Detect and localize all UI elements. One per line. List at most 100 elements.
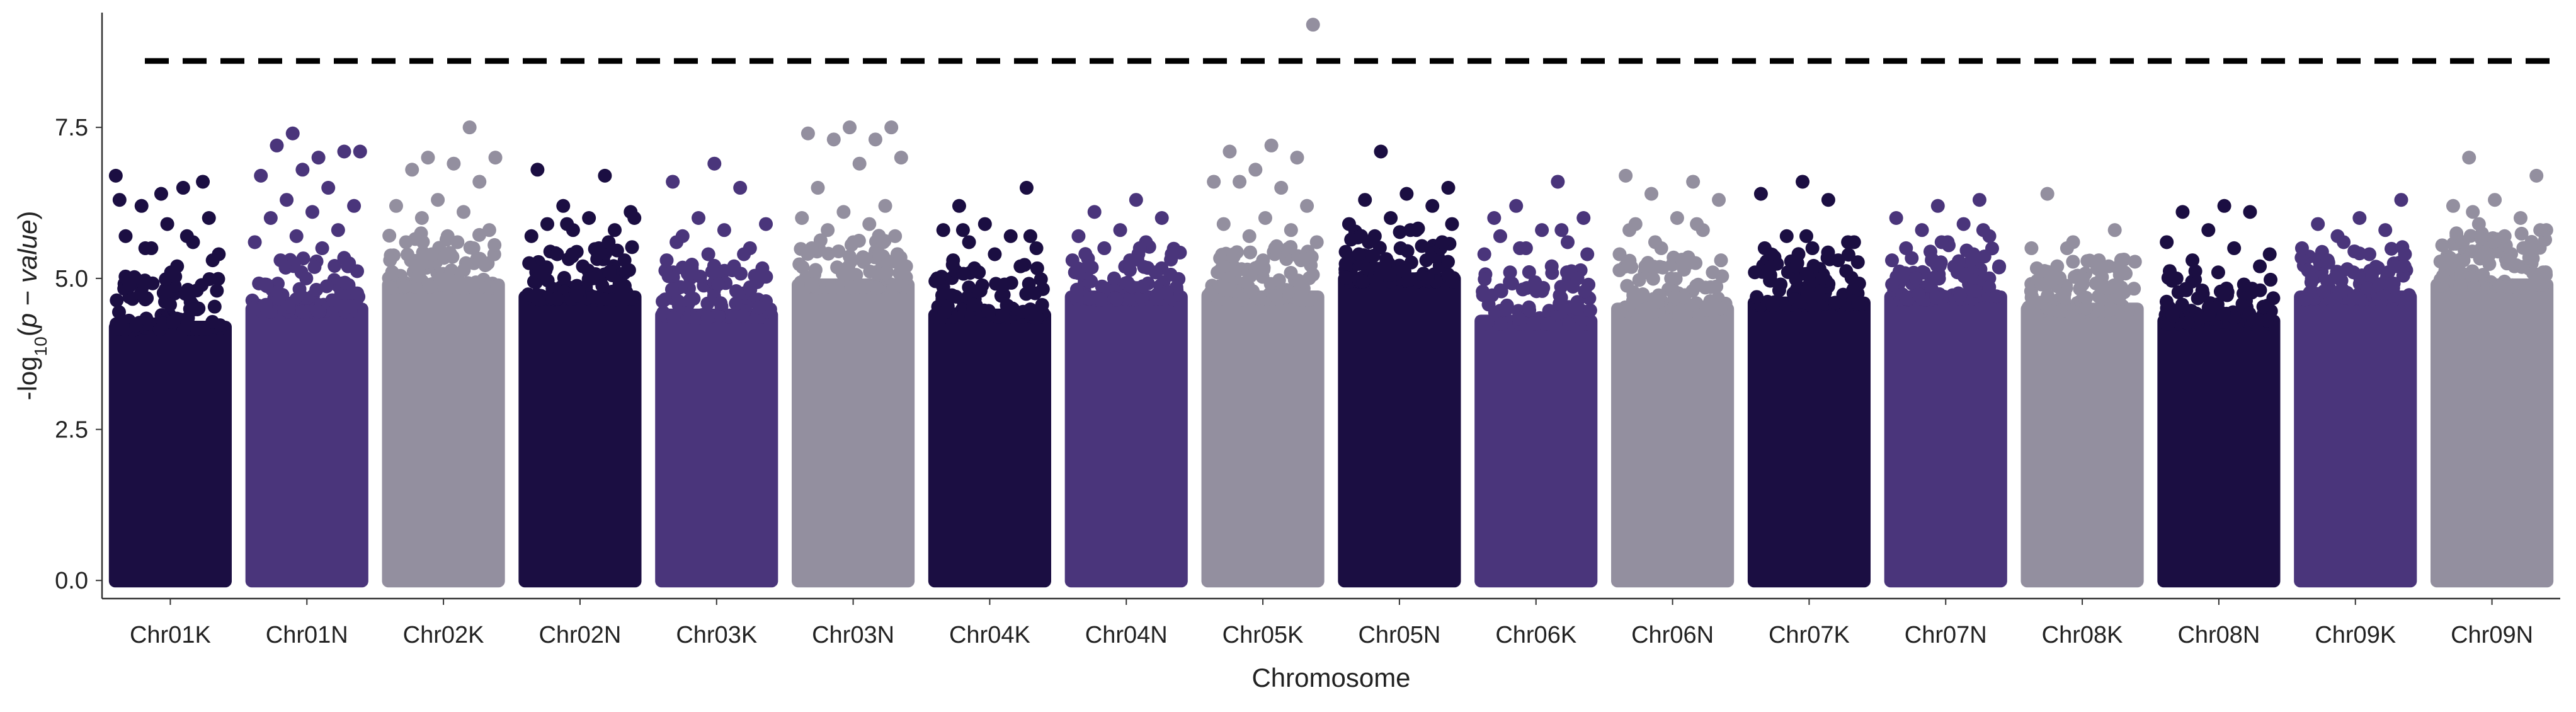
snp-point-outlier: [972, 265, 986, 280]
snp-point-outlier: [1242, 229, 1257, 243]
snp-point-outlier: [1300, 198, 1314, 213]
snp-point-outlier: [608, 223, 622, 238]
snp-point: [2175, 297, 2189, 312]
snp-point: [2180, 316, 2195, 330]
snp-point-outlier: [1503, 265, 1517, 280]
snp-point: [831, 244, 846, 258]
snp-point: [385, 265, 399, 279]
snp-point: [1765, 298, 1780, 313]
snp-point-outlier: [2398, 247, 2412, 261]
snp-point: [2328, 292, 2343, 306]
snp-point: [658, 263, 673, 278]
snp-point: [487, 238, 502, 252]
snp-point-outlier: [1284, 223, 1298, 238]
snp-point: [1016, 304, 1030, 319]
snp-point: [656, 294, 670, 309]
snp-point-outlier: [2456, 235, 2470, 250]
snp-point-outlier: [1690, 217, 1704, 231]
snp-point-outlier: [1544, 259, 1559, 273]
snp-point: [569, 244, 584, 259]
snp-point: [2120, 304, 2134, 319]
snp-point-outlier: [1554, 223, 1569, 238]
snp-point: [210, 284, 224, 298]
y-tick-label: 5.0: [55, 266, 88, 292]
snp-point: [1268, 289, 1283, 304]
snp-point-outlier: [955, 223, 970, 238]
snp-point: [605, 292, 619, 307]
snp-point-outlier: [2211, 265, 2225, 280]
snp-point: [1929, 290, 1944, 305]
snp-point-outlier: [180, 229, 194, 243]
snp-point-outlier: [1670, 210, 1684, 225]
snp-point: [1699, 299, 1714, 314]
snp-point-outlier: [1664, 271, 1678, 285]
snp-point-outlier: [1535, 223, 1549, 238]
snp-point-outlier: [1309, 235, 1324, 250]
snp-point: [2396, 268, 2410, 283]
snp-point: [1022, 277, 1036, 291]
snp-point: [743, 282, 758, 297]
snp-point-outlier: [1648, 235, 1662, 250]
snp-point-outlier: [946, 253, 960, 268]
snp-point: [2526, 266, 2540, 280]
snp-point-outlier: [2482, 247, 2496, 261]
snp-point: [2193, 311, 2208, 325]
snp-point: [1069, 289, 1084, 303]
snp-point: [705, 264, 719, 278]
snp-point-outlier: [295, 163, 310, 177]
snp-point-outlier: [852, 156, 867, 171]
snp-point-outlier: [205, 253, 220, 268]
snp-point-outlier: [414, 210, 429, 225]
snp-point: [1839, 264, 1854, 278]
snp-point-outlier: [2040, 187, 2055, 201]
snp-point-outlier: [1753, 187, 1768, 201]
snp-point-outlier: [1560, 235, 1575, 250]
snp-point: [295, 304, 310, 319]
snp-point: [1098, 282, 1113, 296]
snp-point: [1479, 316, 1493, 331]
snp-point: [872, 229, 886, 243]
snp-point: [1515, 282, 1530, 297]
snp-point-outlier: [1956, 217, 1971, 231]
snp-point: [1365, 249, 1380, 263]
snp-point-outlier: [998, 277, 1012, 292]
snp-point: [2298, 292, 2312, 307]
snp-point: [2033, 296, 2048, 310]
snp-point: [1851, 296, 1866, 311]
snp-point-outlier: [759, 217, 773, 231]
snp-point: [2361, 281, 2375, 296]
snp-point-outlier: [1757, 241, 1772, 255]
snp-point-outlier: [331, 223, 345, 238]
snp-point-outlier: [383, 253, 397, 268]
x-tick-label: Chr02K: [403, 622, 484, 648]
y-tick-label: 7.5: [55, 115, 88, 141]
snp-point-outlier: [2330, 229, 2345, 243]
snp-point: [1445, 274, 1460, 289]
snp-point: [2159, 294, 2174, 309]
snp-point-outlier: [2440, 253, 2454, 268]
snp-point: [1526, 316, 1541, 331]
snp-point: [382, 228, 397, 243]
snp-point-outlier: [627, 210, 642, 225]
snp-point: [1713, 301, 1728, 316]
density-band-chr03k: [655, 308, 778, 588]
snp-point: [2227, 310, 2242, 324]
snp-point-outlier: [176, 181, 190, 195]
snp-point-outlier: [2175, 205, 2190, 219]
snp-point: [398, 279, 413, 294]
snp-point-outlier: [534, 265, 549, 280]
snp-point-outlier: [821, 223, 835, 238]
snp-point: [2056, 290, 2071, 304]
snp-point: [1621, 256, 1636, 270]
snp-point: [1137, 260, 1151, 274]
y-axis-title-open: (: [13, 328, 42, 336]
snp-point-outlier: [399, 235, 413, 250]
y-axis-title-value: value: [13, 220, 42, 283]
snp-point-outlier: [2320, 253, 2335, 268]
snp-point-outlier: [1934, 235, 1949, 250]
snp-point: [1420, 271, 1435, 285]
snp-point: [1134, 290, 1148, 304]
snp-point: [1243, 269, 1258, 284]
snp-point: [1951, 254, 1966, 268]
